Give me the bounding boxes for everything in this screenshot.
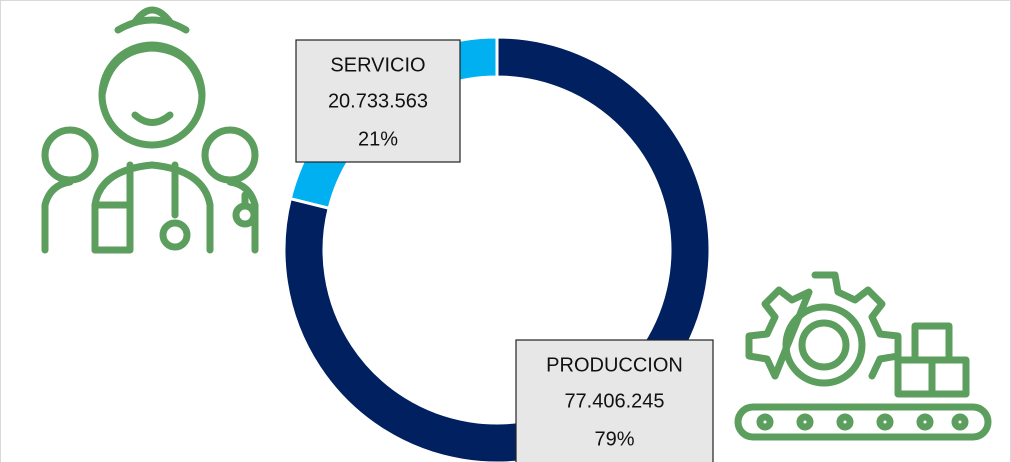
value-label: 20.733.563: [328, 90, 428, 112]
percentage-label: 21%: [358, 128, 398, 150]
data-labels: SERVICIO 20.733.563 21% PRODUCCION 77.406.24…: [295, 39, 714, 462]
percentage-label: 79%: [594, 428, 634, 450]
label-box: [295, 39, 461, 163]
category-label: PRODUCCION: [546, 354, 683, 376]
donut-segment: [282, 35, 712, 462]
factory-icon: [734, 271, 992, 441]
label-box: [515, 339, 714, 462]
value-label: 77.406.245: [564, 390, 664, 412]
category-label: SERVICIO: [330, 54, 425, 76]
people-icon: [41, 6, 259, 254]
